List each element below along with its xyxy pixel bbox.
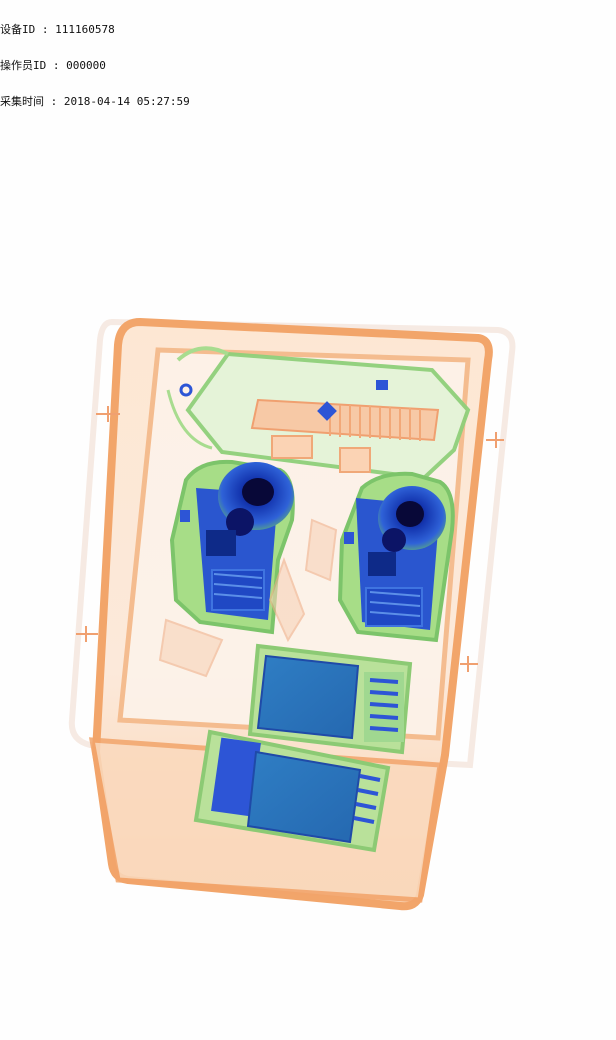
- pouch: [166, 346, 471, 481]
- capture-time-label: 采集时间: [0, 95, 44, 108]
- separator: :: [46, 59, 67, 72]
- device-id-value: 111160578: [55, 23, 115, 36]
- separator: :: [44, 95, 64, 108]
- device-id-label: 设备ID: [0, 23, 36, 36]
- capture-time-value: 2018-04-14 05:27:59: [63, 95, 190, 108]
- handheld-device-lower: [193, 729, 391, 853]
- operator-id-label: 操作员ID: [0, 59, 47, 72]
- strap-shapes: [158, 518, 338, 678]
- device-id-row: 设备ID : 111160578: [0, 24, 190, 36]
- separator: :: [35, 23, 56, 36]
- operator-id-value: 000000: [66, 59, 106, 72]
- tray-halo: [68, 318, 516, 769]
- camera-right: [337, 471, 455, 643]
- capture-time-row: 采集时间 : 2018-04-14 05:27:59: [0, 96, 190, 108]
- handheld-device-upper: [247, 643, 413, 755]
- scan-metadata-overlay: 设备ID : 111160578 操作员ID : 000000 采集时间 : 2…: [0, 0, 190, 132]
- camera-left: [169, 459, 295, 635]
- operator-id-row: 操作员ID : 000000: [0, 60, 190, 72]
